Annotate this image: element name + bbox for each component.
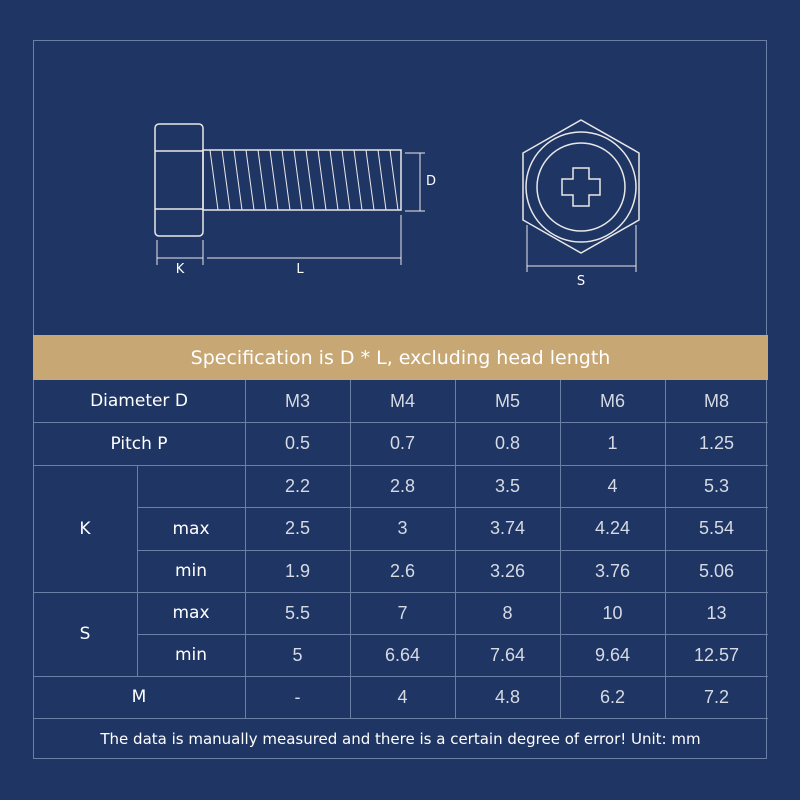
label-cell: K	[79, 518, 91, 539]
grid-line	[137, 465, 138, 676]
grid-line	[33, 465, 768, 466]
value-cell: 3.5	[494, 475, 521, 496]
value-cell: 0.8	[494, 433, 521, 453]
grid-line	[33, 718, 768, 719]
value-cell: 13	[706, 602, 727, 623]
value-cell: 5.06	[698, 560, 735, 581]
label-cell: min	[174, 561, 208, 581]
label-cell: min	[174, 645, 208, 665]
bolt-diagram: K L D S	[154, 119, 640, 289]
label-cell: M	[131, 687, 147, 707]
dim-label: S	[577, 274, 585, 289]
banner: Specification is D * L, excluding head l…	[33, 335, 768, 380]
label-cell: Pitch P	[110, 433, 168, 454]
value-cell: 7.2	[703, 686, 730, 707]
value-cell: 2.8	[389, 475, 416, 496]
value-cell: 7	[397, 602, 408, 623]
dim-label: L	[296, 262, 304, 277]
grid-line	[137, 634, 768, 635]
value-cell: -	[294, 686, 301, 707]
value-cell: 10	[602, 602, 623, 623]
label-cell: max	[172, 518, 210, 539]
value-cell: 5	[292, 644, 303, 665]
value-cell: 5.54	[698, 518, 735, 538]
footer-note: The data is manually measured and there …	[100, 730, 701, 748]
value-cell: 0.7	[389, 433, 416, 453]
value-cell: 0.5	[284, 433, 311, 453]
dim-label: K	[176, 262, 185, 277]
grid-line	[33, 676, 768, 677]
value-cell: 4.8	[494, 686, 521, 707]
value-cell: 3.76	[594, 560, 631, 581]
label-cell: Diameter D	[90, 391, 188, 411]
value-cell: 4.24	[594, 518, 631, 538]
grid-line	[33, 422, 768, 423]
label-cell: S	[79, 624, 91, 644]
value-cell: 1.9	[284, 560, 311, 581]
value-cell: 12.57	[693, 644, 740, 665]
grid-line	[137, 550, 768, 551]
value-cell: 7.64	[489, 644, 526, 665]
value-cell: 2.2	[284, 475, 311, 496]
grid-line	[455, 380, 456, 718]
value-cell: 4	[607, 475, 618, 496]
grid-line	[137, 507, 768, 508]
value-cell: M3	[284, 390, 310, 411]
value-cell: 2.6	[389, 560, 416, 581]
frame	[33, 40, 767, 759]
dim-label: D	[426, 174, 436, 189]
value-cell: M5	[494, 390, 520, 411]
value-cell: 6.64	[384, 644, 421, 665]
value-cell: 3	[397, 518, 408, 538]
value-cell: 3.74	[489, 518, 526, 538]
grid-line	[350, 380, 351, 718]
value-cell: 9.64	[594, 644, 631, 665]
grid-line	[33, 592, 768, 593]
value-cell: M8	[703, 390, 729, 411]
value-cell: 5.5	[284, 602, 311, 623]
value-cell: 2.5	[284, 518, 311, 538]
value-cell: 3.26	[489, 560, 526, 581]
value-cell: M6	[599, 390, 625, 411]
value-cell: M4	[389, 390, 415, 411]
value-cell: 8	[502, 602, 513, 623]
value-cell: 1	[607, 433, 618, 453]
grid-line	[665, 380, 666, 718]
value-cell: 5.3	[703, 475, 730, 496]
value-cell: 6.2	[599, 686, 626, 707]
grid-line	[245, 380, 246, 718]
grid-line	[560, 380, 561, 718]
value-cell: 1.25	[698, 433, 735, 453]
value-cell: 4	[397, 686, 408, 707]
label-cell: max	[172, 603, 210, 623]
